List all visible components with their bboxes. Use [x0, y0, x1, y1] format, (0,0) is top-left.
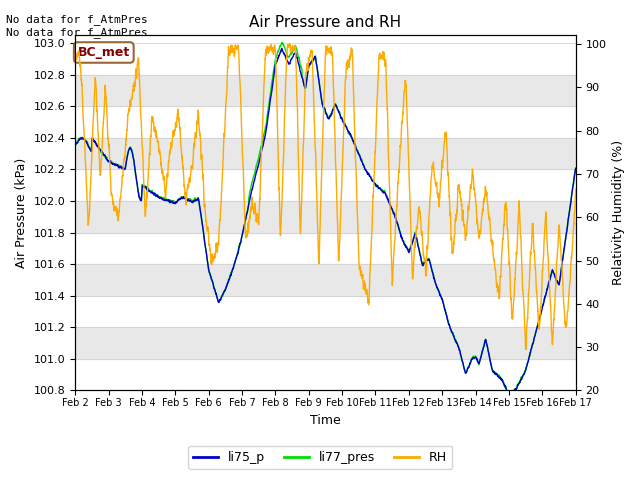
Y-axis label: Air Pressure (kPa): Air Pressure (kPa)	[15, 158, 28, 268]
Bar	[75, 138, 576, 169]
Legend: li75_p, li77_pres, RH: li75_p, li77_pres, RH	[188, 446, 452, 469]
Bar	[75, 75, 576, 107]
Title: Air Pressure and RH: Air Pressure and RH	[250, 15, 401, 30]
Bar	[75, 201, 576, 233]
Y-axis label: Relativity Humidity (%): Relativity Humidity (%)	[612, 140, 625, 286]
Text: BC_met: BC_met	[77, 46, 130, 59]
Bar	[75, 327, 576, 359]
X-axis label: Time: Time	[310, 414, 341, 427]
Text: No data for f_AtmPres
No data for f_AtmPres: No data for f_AtmPres No data for f_AtmP…	[6, 14, 148, 38]
Bar	[75, 264, 576, 296]
